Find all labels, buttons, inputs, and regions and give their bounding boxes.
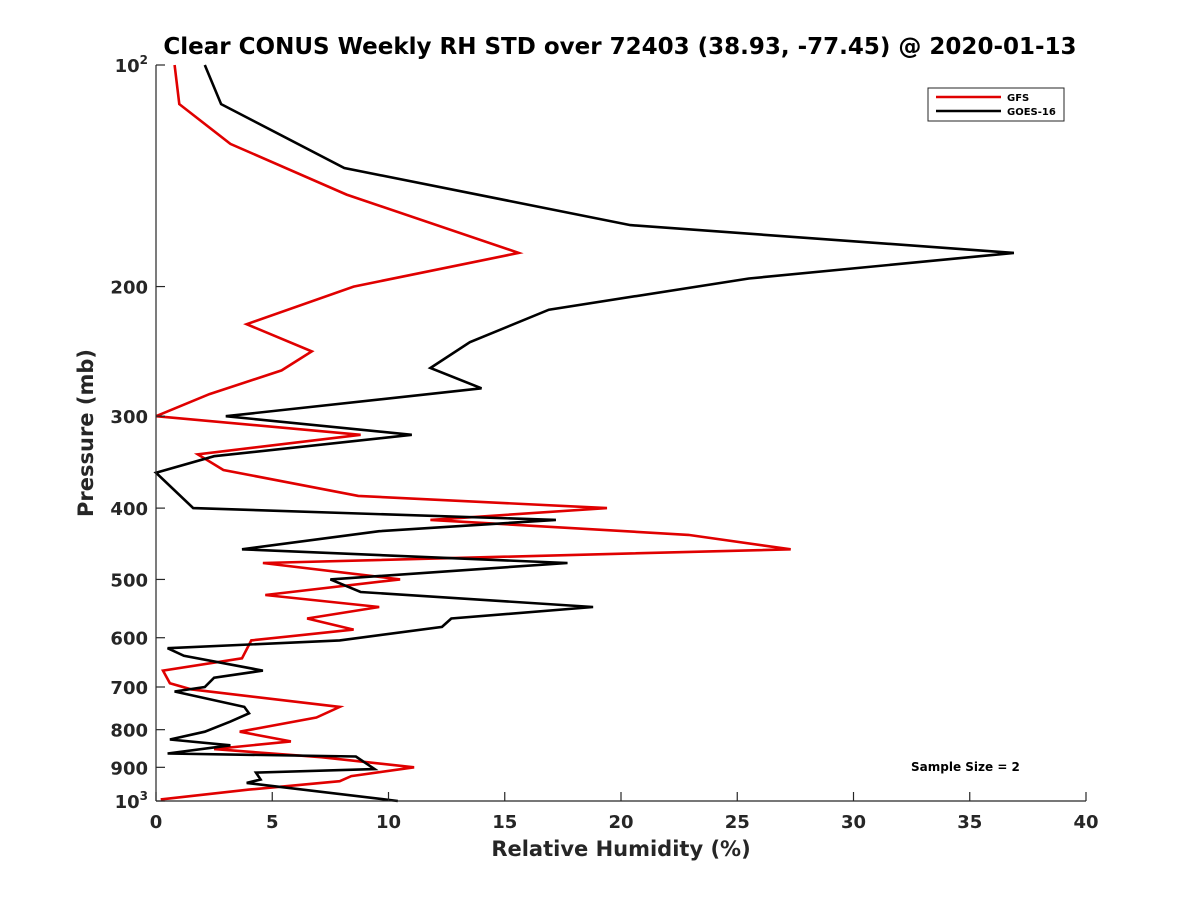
series-line-goes-16 <box>153 64 1015 803</box>
x-axis-label: Relative Humidity (%) <box>491 837 750 861</box>
chart-title: Clear CONUS Weekly RH STD over 72403 (38… <box>163 34 1076 60</box>
y-tick-label: 700 <box>110 678 148 699</box>
legend-label: GFS <box>1007 93 1029 104</box>
series-layer <box>153 64 1015 803</box>
y-axis-ticks: 102 200 300 400 500 600 700 800 900 103 <box>110 53 165 813</box>
y-tick-label: 300 <box>110 407 148 428</box>
x-axis-ticks: 0 5 10 15 20 25 30 35 40 <box>150 792 1099 833</box>
x-tick-label: 30 <box>841 812 866 833</box>
y-tick-label: 800 <box>110 721 148 742</box>
y-tick-label: 900 <box>110 758 148 779</box>
x-tick-label: 25 <box>725 812 750 833</box>
x-tick-label: 35 <box>957 812 982 833</box>
sample-size-annotation: Sample Size = 2 <box>911 760 1020 774</box>
x-tick-label: 40 <box>1073 812 1098 833</box>
y-axis-label: Pressure (mb) <box>74 349 98 517</box>
x-tick-label: 20 <box>608 812 633 833</box>
y-tick-label: 103 <box>115 789 148 813</box>
y-tick-label: 500 <box>110 570 148 591</box>
x-tick-label: 15 <box>492 812 517 833</box>
legend-label: GOES-16 <box>1007 107 1056 118</box>
y-tick-label: 400 <box>110 499 148 520</box>
x-tick-label: 5 <box>266 812 279 833</box>
y-tick-label: 200 <box>110 278 148 299</box>
y-tick-label: 102 <box>115 53 148 77</box>
x-tick-label: 0 <box>150 812 163 833</box>
y-tick-label: 600 <box>110 629 148 650</box>
legend: GFS GOES-16 <box>927 87 1065 122</box>
plot-area <box>153 64 1086 803</box>
x-tick-label: 10 <box>376 812 401 833</box>
series-line-gfs <box>155 64 791 801</box>
legend-box <box>927 87 1065 122</box>
